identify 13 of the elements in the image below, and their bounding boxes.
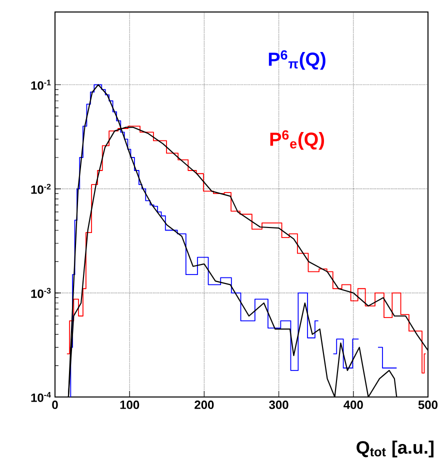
x-tick-label: 0 [52, 400, 58, 410]
y-tick-label: 10$^{-1}$ [31, 80, 51, 90]
x-tick-label: 400 [344, 400, 363, 410]
x-tick-label: 300 [269, 400, 288, 410]
x-axis-title: Q$_{tot}$ [a.u.] [356, 440, 434, 458]
y-tick-label: 10$^{-2}$ [31, 184, 51, 194]
x-tick-label: 500 [418, 400, 438, 410]
x-tick-label: 100 [120, 400, 140, 410]
y-tick-label: 10$^{-3}$ [31, 288, 51, 298]
y-tick-label: 10$^{-4}$ [31, 392, 51, 402]
text: P$^{6}$$_{π}$(Q) [268, 50, 326, 70]
x-tick-label: 200 [194, 400, 214, 410]
text: P$^{6}$$_{e}$(Q) [270, 130, 324, 150]
